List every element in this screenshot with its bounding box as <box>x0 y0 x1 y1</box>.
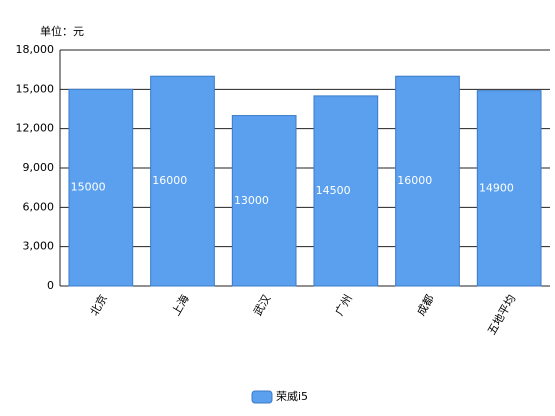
bar <box>150 75 215 287</box>
value-label: 14500 <box>316 184 351 197</box>
chart-title: 单位：元 <box>40 24 84 38</box>
x-tick-label: 北京 <box>87 292 110 318</box>
y-tick-label: 6,000 <box>23 200 55 213</box>
value-label: 16000 <box>152 174 187 187</box>
value-label: 14900 <box>479 181 514 194</box>
y-tick-label: 18,000 <box>16 43 55 56</box>
bar <box>395 75 460 287</box>
value-label: 13000 <box>234 194 269 207</box>
x-tick-label: 上海 <box>169 292 192 318</box>
legend-label: 荣威i5 <box>276 390 308 403</box>
bar <box>476 90 542 287</box>
y-tick-label: 12,000 <box>16 122 55 135</box>
bar <box>68 88 134 287</box>
x-tick-label: 成都 <box>414 293 436 319</box>
y-tick-label: 0 <box>47 279 54 292</box>
y-tick-label: 9,000 <box>23 161 55 174</box>
y-tick-label: 15,000 <box>16 82 55 95</box>
bar <box>231 115 297 287</box>
x-tick-label: 五地平均 <box>485 293 518 338</box>
y-tick-label: 3,000 <box>23 240 55 253</box>
legend-swatch <box>251 390 273 404</box>
value-label: 15000 <box>71 181 106 194</box>
x-tick-label: 广州 <box>333 293 355 319</box>
value-label: 16000 <box>397 174 432 187</box>
bar <box>313 95 379 287</box>
x-tick-label: 武汉 <box>251 293 273 319</box>
